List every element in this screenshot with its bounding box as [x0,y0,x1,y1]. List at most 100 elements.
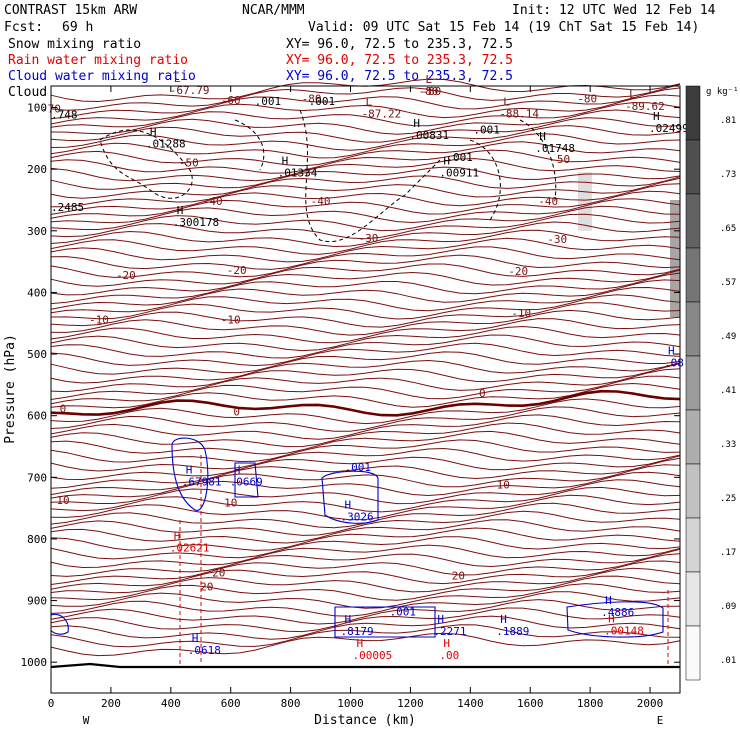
extremum-value: .3026 [341,510,374,523]
extremum-marker: L [503,95,510,108]
isotherm [50,351,681,375]
colorbar-label: .25 [720,494,736,504]
isotherm [50,624,681,648]
extremum-marker: H [668,344,675,357]
field-name: Snow mixing ratio [8,37,141,52]
y-tick-label: 600 [27,410,47,423]
isotherm [50,205,681,232]
isotherm-label: -30 [359,232,379,245]
isotherm-label: -80 [577,93,597,106]
extremum-marker: H [443,637,450,650]
isotherm [50,560,681,590]
extremum-value: .300178 [173,216,219,229]
extremum-marker: H [443,155,450,168]
isotherm [50,615,681,640]
isotherm [50,125,681,151]
east-label: E [657,714,664,727]
isotherm [50,263,681,287]
extremum-value: .01334 [278,167,318,180]
extremum-marker: H [500,613,507,626]
isotherm [50,464,681,496]
isotherm [50,398,681,425]
isotherm [50,375,681,405]
colorbar-swatch [685,301,701,357]
isotherm-label: -80 [302,93,322,106]
extremum-value: .0669 [230,475,263,488]
isotherm [50,548,681,577]
extremum-marker: L [174,72,181,85]
isotherm [50,527,681,551]
colorbar-label: .41 [720,386,736,396]
extremum-marker: H [357,637,364,650]
isotherm [51,177,681,208]
y-tick-label: 300 [27,225,47,238]
extremum-value: .67981 [182,475,222,488]
x-tick-label: 2000 [637,697,664,710]
isotherm [50,117,681,143]
extremum-value: .01748 [535,142,575,155]
contour-value-label: .001 [345,461,372,474]
extremum-value: .00005 [353,649,393,662]
extremum-marker: H [608,612,615,625]
isotherm [50,318,681,344]
x-tick-label: 600 [221,697,241,710]
x-tick-label: 200 [101,697,121,710]
isotherm [50,83,681,111]
colorbar-label: .49 [720,332,736,342]
isotherm-label: -40 [203,195,223,208]
isotherm [50,536,681,560]
extremum-value: .00 [439,649,459,662]
colorbar-label: .73 [720,170,736,180]
extremum-marker: H [437,613,444,626]
extremum-value: .8179 [341,625,374,638]
x-tick-label: 1800 [577,697,604,710]
extremum-marker: H [192,632,199,645]
init-time: Init: 12 UTC Wed 12 Feb 14 [512,3,716,18]
isotherm-label: -40 [538,195,558,208]
isotherm-label: -10 [221,313,241,326]
isotherm [50,486,681,513]
isotherm [50,334,681,359]
y-tick-label: 800 [27,533,47,546]
isotherm [50,430,681,455]
ground-line [50,662,680,669]
isotherm [50,213,681,240]
ice-shade [670,200,680,318]
extremum-value: .01288 [146,138,186,151]
extremum-value: .4886 [601,606,634,619]
isotherm [50,607,681,633]
isotherm [50,87,681,120]
isotherm [50,246,681,270]
isotherm [50,133,681,159]
isotherm-label: -20 [227,264,247,277]
colorbar-label: .81 [720,116,736,126]
extremum-marker: H [345,498,352,511]
isotherm [50,175,681,199]
isotherm [50,109,681,135]
mixing-ratio-contours [50,109,669,665]
extremum-marker: H [282,155,289,168]
west-label: W [83,714,90,727]
isotherm [50,279,681,310]
isotherm-label: 10 [56,494,69,507]
y-tick-label: 400 [27,286,47,299]
extremum-value: .00831 [409,129,449,142]
isotherm-label: -50 [179,157,199,170]
isotherm-label: 20 [212,567,225,580]
isotherm-label: 20 [452,570,465,583]
extremum-value: -88.14 [499,107,539,120]
field-xy: XY= 96.0, 72.5 to 235.3, 72.5 [286,69,513,84]
valid-time: Valid: 09 UTC Sat 15 Feb 14 (19 ChT Sat … [308,20,699,35]
isotherm [50,422,681,448]
extremum-marker: H [150,126,157,139]
fcst-value: 69 h [62,20,93,35]
colorbar-swatch [685,247,701,303]
colorbar-swatch [685,355,701,411]
isotherm-label: -30 [547,233,567,246]
ice-shade [578,172,592,231]
isotherm [50,269,681,296]
extremum-marker: H [605,594,612,607]
colorbar-unit: g kg⁻¹ [706,87,739,97]
isotherm-label: 0 [479,387,486,400]
isotherm [50,632,681,657]
